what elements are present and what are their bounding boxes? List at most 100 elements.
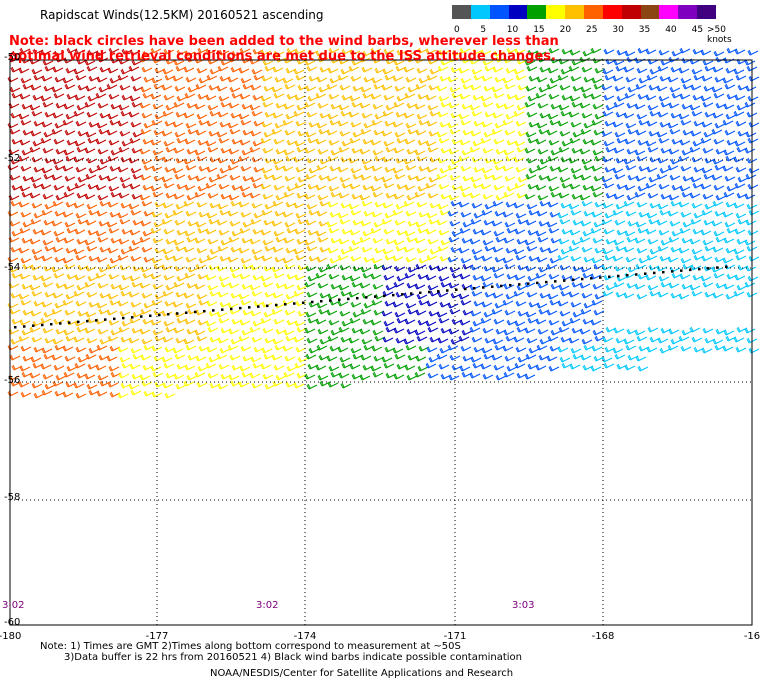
wind-barb [515,300,527,307]
wind-barb [548,185,560,192]
wind-barbs [7,47,760,399]
wind-barb [196,247,208,254]
wind-barb [262,59,274,66]
contamination-marker [266,304,269,308]
wind-barb [579,282,591,289]
wind-barb [426,212,438,219]
wind-barb [535,138,547,145]
wind-barb [129,363,141,370]
wind-barb [172,301,184,308]
wind-barb [460,345,472,352]
wind-barb [264,203,276,210]
wind-barb [414,191,426,198]
wind-barb [560,202,572,209]
wind-barb [208,84,220,91]
wind-barb [176,229,188,236]
wind-barb [42,239,54,246]
wind-barb [495,148,507,155]
wind-barb [572,173,584,180]
wind-barb [110,283,122,290]
wind-barb [746,157,758,164]
wind-barb [143,76,155,83]
wind-barb [505,155,517,162]
wind-barb [747,49,759,56]
wind-barb [11,50,23,57]
wind-barb [635,355,647,362]
wind-barb [40,229,52,236]
wind-barb [516,146,528,153]
wind-barb [350,301,362,308]
wind-barb [448,374,460,381]
wind-barb [426,346,438,353]
wind-barb [217,383,229,390]
wind-barb [481,301,493,308]
wind-barb [350,167,362,174]
wind-barb [142,184,154,191]
wind-barb [66,47,78,54]
wind-barb [572,131,584,138]
wind-barb [493,50,505,57]
wind-barb [293,110,305,117]
wind-barb [208,218,220,225]
wind-barb [142,92,154,99]
wind-barb [40,49,52,56]
wind-barb [427,104,439,111]
wind-barb [373,309,385,316]
wind-barb [505,293,517,300]
contamination-note: Note: black circles have been added to t… [9,34,559,64]
wind-barb [417,47,429,54]
wind-barb [141,158,153,165]
wind-barb [528,75,540,82]
wind-barb [196,381,208,388]
wind-barb [715,328,727,335]
wind-barb [405,256,417,263]
wind-barb [480,317,492,324]
wind-barb [723,329,735,336]
wind-barb [382,110,394,117]
wind-barb [670,66,682,73]
wind-barb [539,158,551,165]
wind-barb [109,345,121,352]
contamination-marker [149,314,152,318]
wind-barb [198,165,210,172]
wind-barb [216,85,228,92]
wind-barb [97,328,109,335]
wind-barb [341,182,353,189]
wind-barb [637,365,649,372]
wind-barb [107,381,119,388]
wind-barb [219,121,231,128]
wind-barb [98,86,110,93]
wind-barb [725,247,737,254]
wind-barb [121,274,133,281]
wind-barb [472,228,484,235]
wind-barb [571,101,583,108]
wind-barb [197,185,209,192]
wind-barb [338,104,350,111]
wind-barb [282,165,294,172]
wind-barb [458,335,470,342]
contamination-marker [50,322,53,326]
wind-barb [340,68,352,75]
wind-barb [426,166,438,173]
wind-barb [31,110,43,117]
wind-barb [153,129,165,136]
wind-barb [724,129,736,136]
wind-barb [329,165,341,172]
wind-barb [306,203,318,210]
wind-barb [238,335,250,342]
wind-barb [537,282,549,289]
wind-barb [480,95,492,102]
wind-barb [414,371,426,378]
wind-barb [492,112,504,119]
wind-barb [184,184,196,191]
wind-barb [513,290,525,297]
wind-barb [230,246,242,253]
wind-barb [635,221,647,228]
wind-barb [197,319,209,326]
wind-barb [326,129,338,136]
wind-barb [219,167,231,174]
wind-barb [142,364,154,371]
wind-barb [538,86,550,93]
wind-barb [283,191,295,198]
contamination-marker [86,319,89,323]
